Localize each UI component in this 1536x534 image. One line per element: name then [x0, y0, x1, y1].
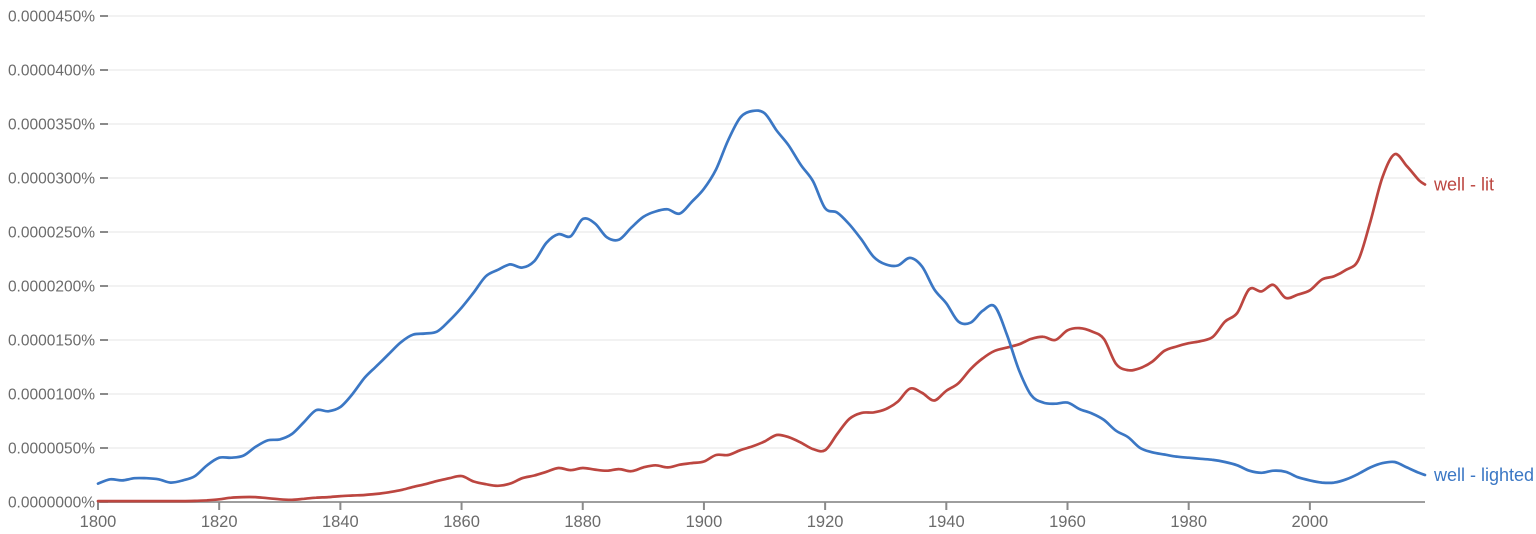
y-tick-label: 0.0000350% — [8, 117, 95, 134]
y-tick-label: 0.0000200% — [8, 279, 95, 296]
x-tick-label: 1960 — [1049, 513, 1086, 531]
series-label-well-lit[interactable]: well - lit — [1433, 174, 1494, 194]
y-tick-label: 0.0000300% — [8, 171, 95, 188]
x-tick-label: 2000 — [1292, 513, 1329, 531]
y-tick-label: 0.0000450% — [8, 9, 95, 26]
x-tick-label: 1880 — [564, 513, 601, 531]
x-tick-label: 1860 — [443, 513, 480, 531]
gridlines — [100, 15, 1425, 449]
y-tick-label: 0.0000100% — [8, 387, 95, 404]
x-tick-label: 1800 — [80, 513, 117, 531]
series-lines — [96, 109, 1427, 503]
x-tick-label: 1820 — [201, 513, 238, 531]
x-tick-label: 1840 — [322, 513, 359, 531]
x-tick-label: 1980 — [1170, 513, 1207, 531]
y-axis-ticks: 0.0000450% 0.0000400% 0.0000350% 0.0000300%… — [8, 9, 108, 512]
x-tick-label: 1900 — [686, 513, 723, 531]
x-tick-label: 1920 — [807, 513, 844, 531]
x-tick-label: 1940 — [928, 513, 965, 531]
y-tick-label: 0.0000000% — [8, 495, 95, 512]
series-label-well-lighted[interactable]: well - lighted — [1433, 465, 1534, 485]
y-tick-label: 0.0000400% — [8, 63, 95, 80]
y-tick-label: 0.0000250% — [8, 225, 95, 242]
series-line-well-lit[interactable] — [96, 152, 1427, 503]
series-line-well-lighted[interactable] — [96, 109, 1427, 485]
y-tick-label: 0.0000050% — [8, 441, 95, 458]
x-axis-ticks: 1800 1820 1840 1860 1880 1900 1920 1940 1960 1980… — [80, 502, 1329, 531]
y-tick-label: 0.0000150% — [8, 333, 95, 350]
